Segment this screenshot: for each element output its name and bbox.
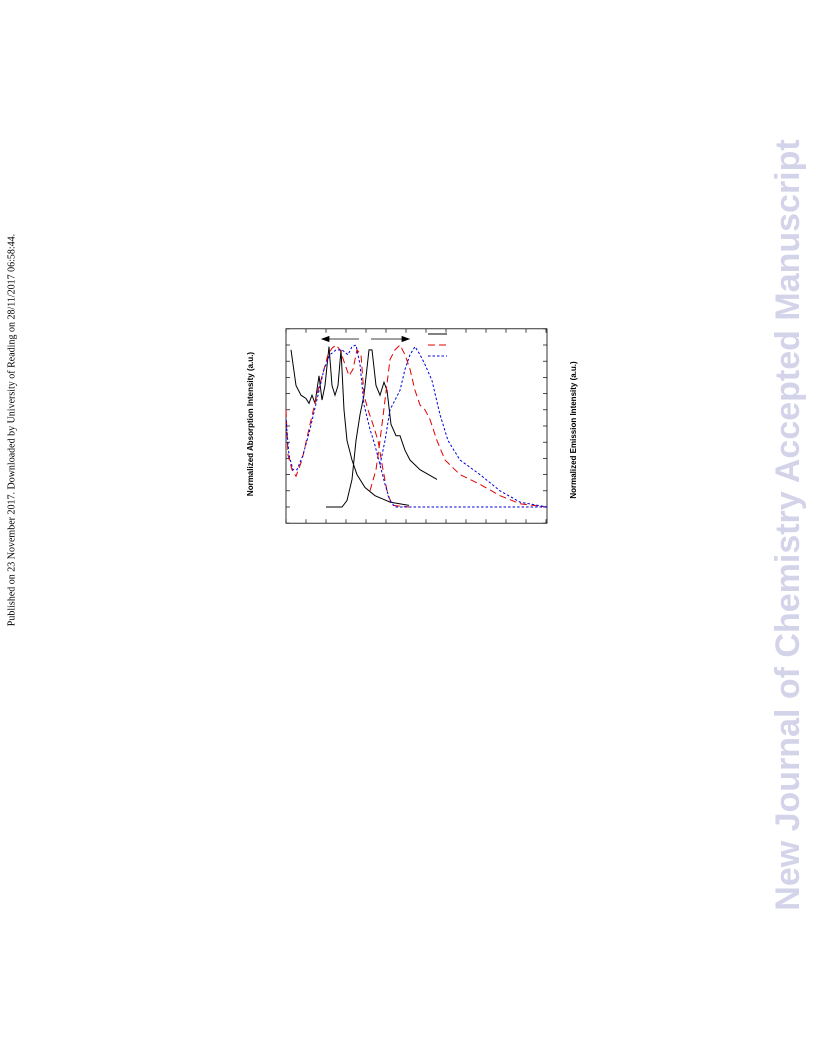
watermark: New Journal of Chemistry Accepted Manusc… <box>769 139 807 910</box>
series-line <box>326 349 438 508</box>
arrow-head <box>320 335 330 343</box>
series-line <box>285 344 410 508</box>
arrows <box>320 335 411 343</box>
y2-axis-label: Normalized Emission Intensity (a.u.) <box>569 361 578 499</box>
series-line <box>369 344 548 508</box>
series-line <box>285 344 547 508</box>
plot-frame <box>285 328 548 524</box>
legend <box>428 333 447 357</box>
side-note: Published on 23 November 2017. Downloade… <box>6 234 17 626</box>
arrow-head <box>401 335 411 343</box>
series-line <box>379 345 548 508</box>
y-axis-label: Normalized Absorption Intensity (a.u.) <box>246 352 255 496</box>
series-line <box>290 346 410 506</box>
